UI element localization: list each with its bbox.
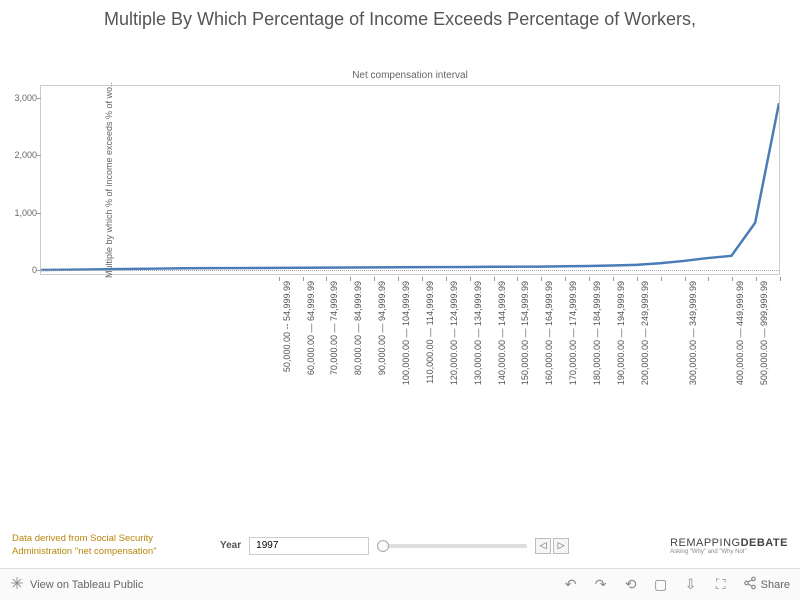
brand-tagline: Asking "Why" and "Why Not" — [670, 549, 788, 555]
brand-right: DEBATE — [741, 537, 788, 549]
x-tick-label: 100,000.00 — 104,999.99 — [401, 281, 411, 385]
line-chart-svg — [41, 86, 779, 274]
x-tick-label: 130,000.00 — 134,999.99 — [473, 281, 483, 385]
year-input[interactable]: 1997 — [249, 537, 369, 555]
chart-title: Multiple By Which Percentage of Income E… — [0, 0, 800, 31]
plot: Multiple by which % of income exceeds % … — [40, 85, 780, 275]
title-line1: Multiple By Which Percentage of Income E… — [104, 9, 696, 29]
fullscreen-icon[interactable]: ⛶ — [713, 577, 729, 593]
share-label: Share — [761, 579, 790, 591]
share-icon — [743, 576, 757, 593]
toolbar-right: ↶ ↷ ⟲ ▢ ⇩ ⛶ Share — [563, 576, 790, 593]
data-source: Data derived from Social Security Admini… — [12, 533, 212, 558]
x-tick-label: 400,000.00 — 449,999.99 — [735, 281, 745, 385]
x-tick-label: 70,000.00 — 74,999.99 — [329, 281, 339, 375]
tableau-icon — [10, 576, 24, 593]
reset-icon[interactable]: ⟲ — [623, 577, 639, 593]
x-tick-label: 140,000.00 — 144,999.99 — [497, 281, 507, 385]
x-axis-labels: 50,000.00 -- 54,999.99 60,000.00 — 64,999… — [40, 277, 780, 387]
footer-controls: Data derived from Social Security Admini… — [0, 533, 800, 558]
year-slider[interactable] — [377, 544, 527, 548]
chart-line — [41, 103, 779, 270]
brand-left: REMAPPING — [670, 537, 741, 549]
year-label: Year — [220, 540, 241, 551]
x-tick-label: 180,000.00 — 184,999.99 — [592, 281, 602, 385]
brand-logo: REMAPPINGDEBATE Asking "Why" and "Why No… — [670, 537, 788, 555]
x-tick-label: 190,000.00 — 194,999.99 — [616, 281, 626, 385]
x-tick-label: 300,000.00 — 349,999.99 — [688, 281, 698, 385]
redo-icon[interactable]: ↷ — [593, 577, 609, 593]
chart-subtitle: Net compensation interval — [40, 70, 780, 81]
download-icon[interactable]: ⇩ — [683, 577, 699, 593]
slider-thumb[interactable] — [377, 540, 389, 552]
view-label: View on Tableau Public — [30, 579, 143, 591]
x-tick-label: 50,000.00 -- 54,999.99 — [282, 281, 292, 372]
x-tick-label: 110,000.00 — 114,999.99 — [425, 281, 435, 384]
x-tick-label: 90,000.00 — 94,999.99 — [377, 281, 387, 375]
x-tick-label: 200,000.00 — 249,999.99 — [640, 281, 650, 385]
view-on-tableau-button[interactable]: View on Tableau Public — [10, 576, 143, 593]
chart-area: Net compensation interval Multiple by wh… — [40, 70, 780, 380]
year-nav: ◁ ▷ — [535, 538, 569, 554]
x-tick-label: 120,000.00 — 124,999.99 — [449, 281, 459, 385]
share-button[interactable]: Share — [743, 576, 790, 593]
x-tick-label: 150,000.00 — 154,999.99 — [520, 281, 530, 385]
prev-year-button[interactable]: ◁ — [535, 538, 551, 554]
x-tick-label: 60,000.00 — 64,999.99 — [306, 281, 316, 375]
toolbar: View on Tableau Public ↶ ↷ ⟲ ▢ ⇩ ⛶ Share — [0, 568, 800, 600]
present-icon[interactable]: ▢ — [653, 577, 669, 593]
undo-icon[interactable]: ↶ — [563, 577, 579, 593]
x-tick-label: 80,000.00 — 84,999.99 — [353, 281, 363, 375]
next-year-button[interactable]: ▷ — [553, 538, 569, 554]
x-tick-label: 500,000.00 — 999,999.99 — [759, 281, 769, 385]
x-tick-label: 160,000.00 — 164,999.99 — [544, 281, 554, 385]
x-tick-label: 170,000.00 — 174,999.99 — [568, 281, 578, 385]
